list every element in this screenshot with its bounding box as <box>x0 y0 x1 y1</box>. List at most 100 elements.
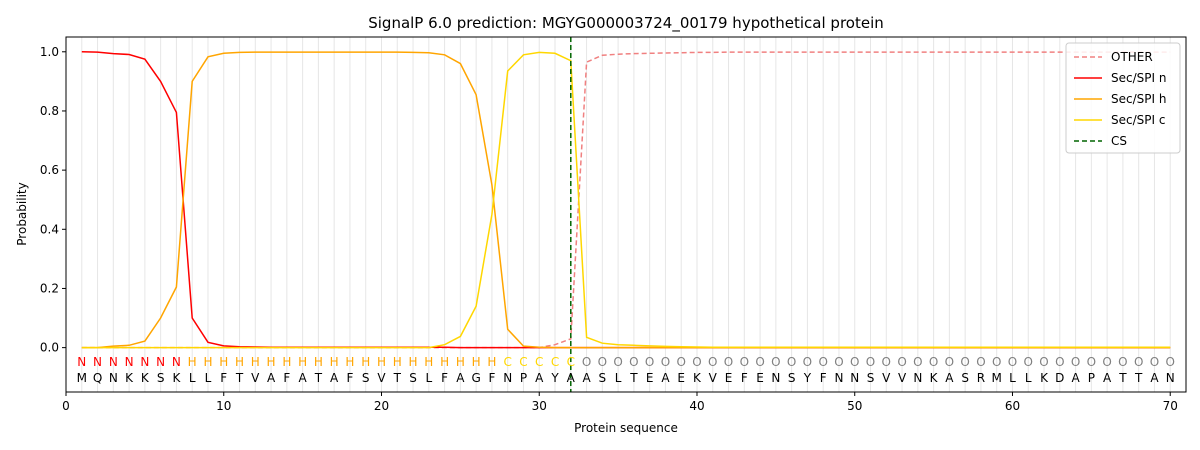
region-label: H <box>393 355 402 369</box>
y-tick-label: 0.4 <box>40 222 59 236</box>
region-label: H <box>267 355 276 369</box>
region-label: O <box>976 355 985 369</box>
region-label: O <box>803 355 812 369</box>
y-axis-label: Probability <box>15 182 29 245</box>
region-label: C <box>535 355 543 369</box>
residue-label: N <box>503 371 512 385</box>
region-label: H <box>282 355 291 369</box>
region-label: N <box>140 355 149 369</box>
region-label: O <box>1134 355 1143 369</box>
legend-box <box>1065 42 1181 154</box>
region-label: O <box>1165 355 1174 369</box>
residue-label: S <box>961 371 969 385</box>
region-label: O <box>866 355 875 369</box>
region-label: O <box>945 355 954 369</box>
residue-label: A <box>299 371 308 385</box>
region-label: O <box>598 355 607 369</box>
series-line-sec-spi-h <box>81 51 1171 349</box>
residue-label: P <box>520 371 527 385</box>
region-label: O <box>834 355 843 369</box>
region-label: O <box>740 355 749 369</box>
legend-label: Sec/SPI c <box>1111 113 1165 127</box>
region-label: H <box>219 355 228 369</box>
region-label: H <box>409 355 418 369</box>
y-axis-ticks: 0.0 0.2 0.4 0.6 0.8 1.0 <box>40 45 66 355</box>
residue-label: M <box>992 371 1002 385</box>
x-tick-label: 10 <box>216 399 231 413</box>
y-tick-label: 0.0 <box>40 341 59 355</box>
region-label: O <box>960 355 969 369</box>
region-label: O <box>1102 355 1111 369</box>
region-label: O <box>645 355 654 369</box>
residue-label: T <box>629 371 638 385</box>
x-tick-label: 50 <box>847 399 862 413</box>
residue-label: F <box>220 371 227 385</box>
residue-label: A <box>582 371 591 385</box>
x-tick-label: 70 <box>1163 399 1178 413</box>
residue-label: R <box>977 371 985 385</box>
residue-label: S <box>362 371 370 385</box>
region-label: O <box>708 355 717 369</box>
residue-label: G <box>471 371 480 385</box>
legend-label: Sec/SPI h <box>1111 92 1166 106</box>
residue-label: A <box>535 371 544 385</box>
region-label: H <box>487 355 496 369</box>
residue-label: F <box>488 371 495 385</box>
region-label: H <box>330 355 339 369</box>
region-label: O <box>755 355 764 369</box>
region-label: N <box>172 355 181 369</box>
region-label: H <box>235 355 244 369</box>
residue-label: E <box>725 371 733 385</box>
series-line-sec-spi-n <box>81 51 1171 349</box>
residue-label: N <box>771 371 780 385</box>
series-line-other <box>81 51 1171 349</box>
region-label: O <box>882 355 891 369</box>
residue-label: L <box>205 371 212 385</box>
y-tick-label: 0.2 <box>40 281 59 295</box>
region-label: O <box>897 355 906 369</box>
region-label: O <box>724 355 733 369</box>
series-line-sec-spi-c <box>81 51 1171 349</box>
residue-label: S <box>409 371 417 385</box>
residue-label: E <box>677 371 685 385</box>
residue-label: T <box>235 371 244 385</box>
residue-label: T <box>393 371 402 385</box>
region-label: O <box>613 355 622 369</box>
region-label: H <box>298 355 307 369</box>
region-label: O <box>1008 355 1017 369</box>
region-label: H <box>251 355 260 369</box>
region-label: H <box>440 355 449 369</box>
residue-label: N <box>834 371 843 385</box>
residue-label: T <box>314 371 323 385</box>
region-label: H <box>345 355 354 369</box>
residue-label: V <box>882 371 891 385</box>
region-label: H <box>314 355 323 369</box>
region-label: O <box>692 355 701 369</box>
residue-label: Q <box>93 371 102 385</box>
region-label: O <box>929 355 938 369</box>
sequence-annotation: NMNQNNNKNKNSNKHLHLHFHTHVHAHFHAHTHAHFHSHV… <box>77 355 1175 385</box>
y-tick-label: 0.8 <box>40 104 59 118</box>
residue-label: P <box>1088 371 1095 385</box>
residue-label: F <box>820 371 827 385</box>
region-label: O <box>1087 355 1096 369</box>
residue-label: F <box>346 371 353 385</box>
residue-label: L <box>189 371 196 385</box>
residue-label: F <box>283 371 290 385</box>
residue-label: K <box>172 371 181 385</box>
region-label: N <box>125 355 134 369</box>
residue-label: M <box>77 371 87 385</box>
residue-label: A <box>1071 371 1080 385</box>
x-tick-label: 60 <box>1005 399 1020 413</box>
region-label: O <box>1039 355 1048 369</box>
residue-label: A <box>945 371 954 385</box>
series-lines <box>81 51 1171 349</box>
residue-label: T <box>1134 371 1143 385</box>
region-label: O <box>787 355 796 369</box>
region-label: O <box>661 355 670 369</box>
region-label: O <box>818 355 827 369</box>
residue-label: L <box>1025 371 1032 385</box>
region-label: O <box>771 355 780 369</box>
residue-label: K <box>930 371 939 385</box>
